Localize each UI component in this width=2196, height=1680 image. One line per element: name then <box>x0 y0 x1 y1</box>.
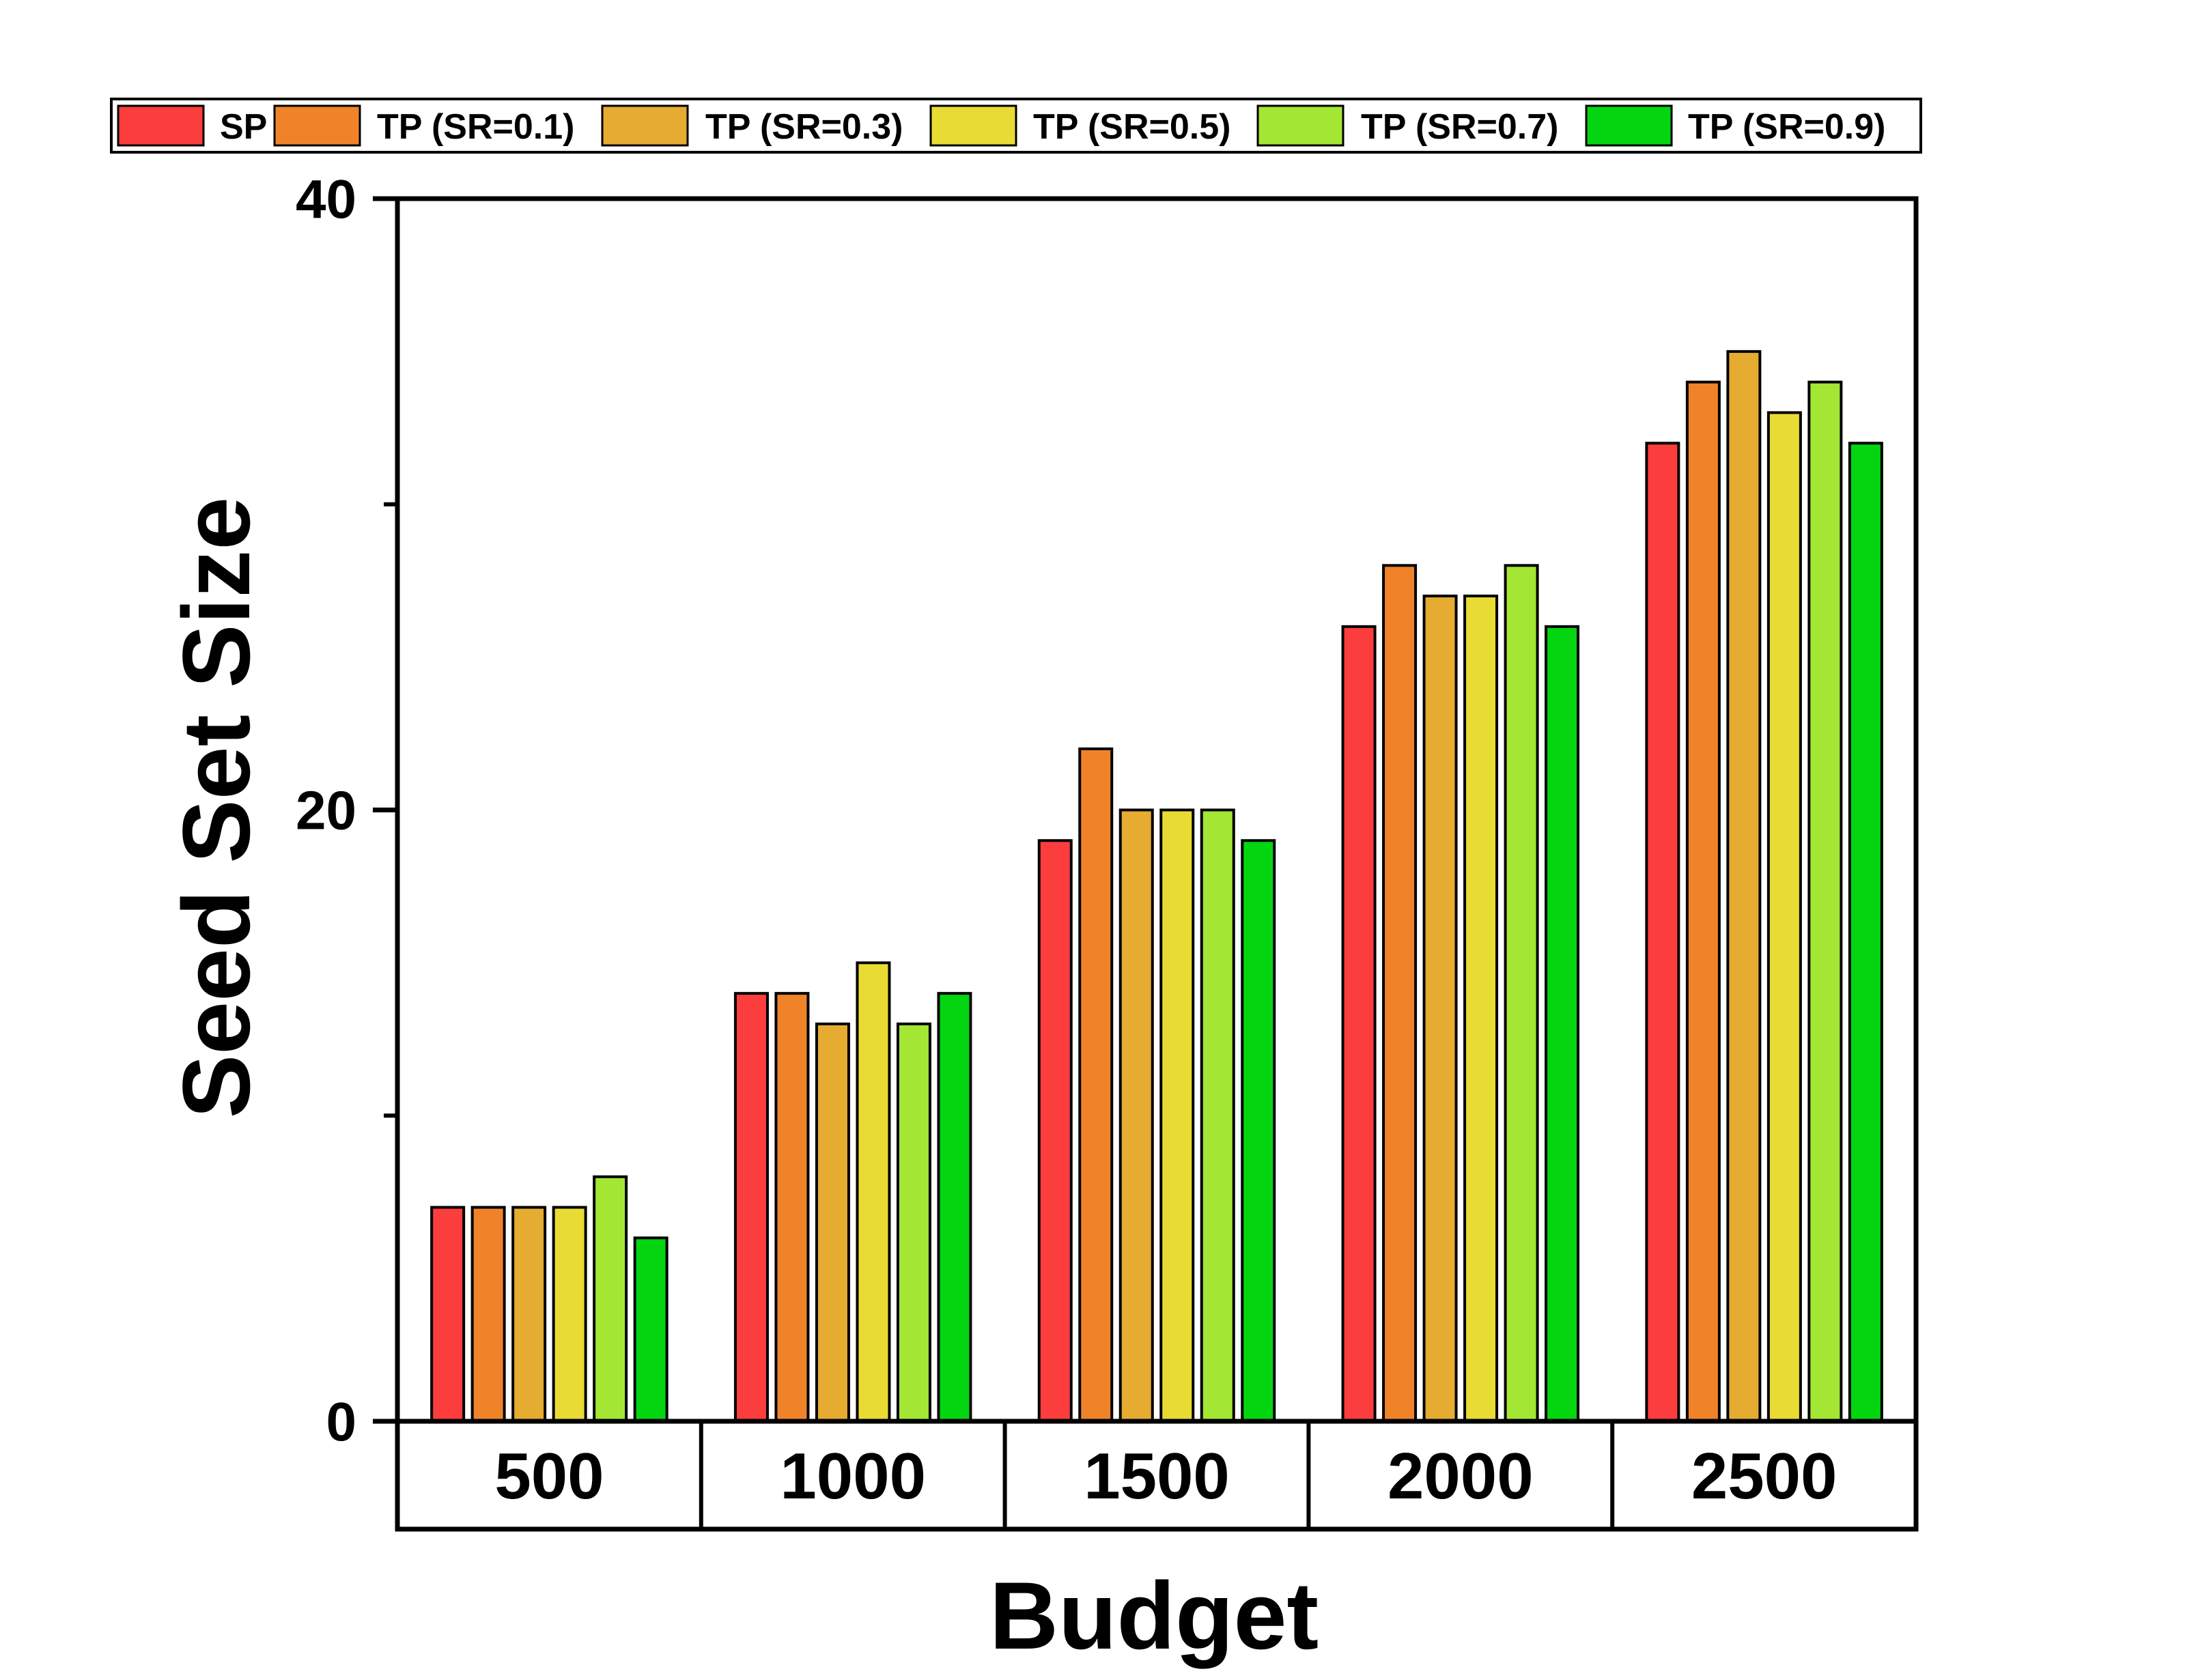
x-category-label: 1000 <box>780 1440 926 1513</box>
axes-group: 0 20 40 500 1000 1500 2000 2500 <box>296 169 1919 1532</box>
bar-1500-series-5 <box>1200 808 1235 1423</box>
legend-label: TP (SR=0.5) <box>1033 107 1230 147</box>
legend-swatch <box>117 104 205 147</box>
x-category-label: 2500 <box>1691 1440 1838 1513</box>
bar-1500-series-1 <box>1037 839 1073 1423</box>
bar-1000-series-1 <box>733 992 769 1423</box>
legend-swatch <box>1585 104 1673 147</box>
bar-1000-series-4 <box>856 961 891 1423</box>
x-category-label: 2000 <box>1388 1440 1534 1513</box>
y-tick-label: 0 <box>326 1391 357 1452</box>
y-axis-title: Seed Set Size <box>163 497 270 1118</box>
bar-500-series-2 <box>470 1206 506 1423</box>
bar-2500-series-1 <box>1645 442 1680 1423</box>
bar-2000-series-4 <box>1463 595 1499 1423</box>
bar-2000-series-2 <box>1382 564 1418 1423</box>
legend-label: TP (SR=0.1) <box>377 107 574 147</box>
bar-2000-series-5 <box>1504 564 1539 1423</box>
x-category-label: 500 <box>494 1440 604 1513</box>
legend-label: TP (SR=0.9) <box>1688 107 1885 147</box>
bar-1000-series-3 <box>815 1022 850 1423</box>
bar-1500-series-2 <box>1078 747 1114 1423</box>
bar-1500-series-3 <box>1118 808 1154 1423</box>
y-tick-label: 20 <box>296 780 356 841</box>
bar-500-series-6 <box>633 1236 668 1423</box>
bar-500-series-5 <box>593 1175 628 1423</box>
bar-1000-series-6 <box>937 992 972 1423</box>
bar-500-series-4 <box>552 1206 587 1423</box>
bar-2500-series-3 <box>1726 350 1762 1423</box>
legend-label: TP (SR=0.7) <box>1361 107 1558 147</box>
bar-2500-series-2 <box>1685 380 1721 1423</box>
legend-swatch <box>929 104 1017 147</box>
bar-2500-series-5 <box>1807 380 1843 1423</box>
bar-2500-series-4 <box>1766 411 1802 1423</box>
legend-label: TP (SR=0.3) <box>705 107 903 147</box>
bar-1500-series-4 <box>1159 808 1195 1423</box>
bar-2000-series-6 <box>1545 625 1580 1423</box>
legend-swatch <box>1256 104 1345 147</box>
bar-2000-series-1 <box>1341 625 1377 1423</box>
bar-1500-series-6 <box>1241 839 1276 1423</box>
y-tick-label: 40 <box>296 169 356 229</box>
bar-500-series-1 <box>430 1206 466 1423</box>
bar-2500-series-6 <box>1848 442 1883 1423</box>
x-axis-title: Budget <box>989 1562 1319 1669</box>
legend: SP TP (SR=0.1) TP (SR=0.3) TP (SR=0.5) TP (S… <box>110 98 1922 154</box>
bar-1000-series-2 <box>774 992 810 1423</box>
bar-500-series-3 <box>511 1206 547 1423</box>
legend-swatch <box>273 104 361 147</box>
legend-swatch <box>601 104 689 147</box>
bars-group <box>430 350 1883 1423</box>
x-category-label: 1500 <box>1084 1440 1230 1513</box>
legend-label: SP <box>220 107 267 147</box>
bar-2000-series-3 <box>1422 595 1458 1423</box>
category-table-frame <box>395 1421 1919 1532</box>
bar-1000-series-5 <box>896 1022 931 1423</box>
